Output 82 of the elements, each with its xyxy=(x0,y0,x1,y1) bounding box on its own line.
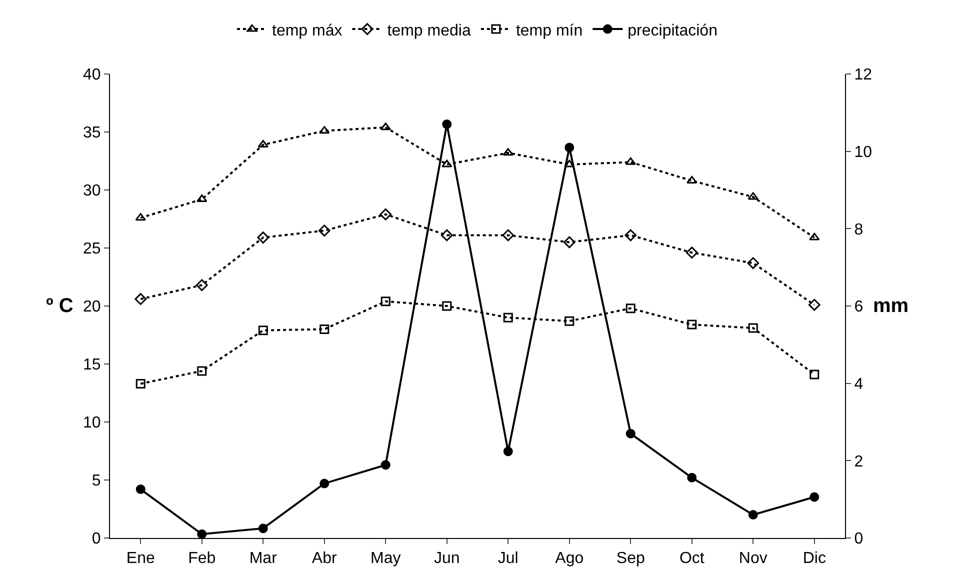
point xyxy=(380,460,390,470)
point xyxy=(626,304,636,314)
point xyxy=(687,472,697,482)
y-tick-label: 10 xyxy=(83,414,101,432)
y-tick-label: 20 xyxy=(83,298,101,316)
x-tick-label: Sep xyxy=(616,550,645,568)
y-tick-label: 5 xyxy=(92,472,101,490)
x-tick-label: May xyxy=(370,550,401,568)
y2-tick-label: 8 xyxy=(854,221,864,238)
point xyxy=(564,316,574,326)
x-tick-label: Jul xyxy=(498,550,518,568)
x-tick-label: Oct xyxy=(679,550,705,568)
point xyxy=(442,120,452,130)
y-tick-label: 0 xyxy=(92,530,101,548)
point xyxy=(442,301,452,311)
y-axis-title: º C xyxy=(46,295,74,317)
point xyxy=(320,478,330,488)
point xyxy=(258,140,268,148)
x-tick-label: Feb xyxy=(188,550,216,568)
point xyxy=(197,529,207,539)
point xyxy=(503,312,513,322)
point xyxy=(748,510,758,520)
point xyxy=(810,492,820,502)
point xyxy=(810,370,820,380)
point xyxy=(136,378,146,388)
y2-tick-label: 0 xyxy=(854,530,864,548)
point xyxy=(320,324,330,334)
point xyxy=(624,229,637,242)
y2-tick-label: 10 xyxy=(854,144,872,161)
point xyxy=(502,229,514,242)
x-tick-label: Nov xyxy=(738,550,768,568)
x-tick-label: Mar xyxy=(249,550,278,568)
point xyxy=(196,279,208,292)
y2-tick-label: 2 xyxy=(854,453,864,470)
point xyxy=(564,142,574,152)
y2-tick-label: 12 xyxy=(854,66,872,84)
point xyxy=(748,192,758,200)
point xyxy=(625,157,636,165)
y-tick-label: 30 xyxy=(83,182,101,200)
point xyxy=(196,194,208,202)
point xyxy=(380,208,392,220)
point xyxy=(563,236,576,248)
point xyxy=(134,293,147,305)
y-tick-label: 15 xyxy=(83,356,101,374)
y-tick-label: 25 xyxy=(83,240,101,258)
x-tick-label: Jun xyxy=(434,550,460,568)
x-tick-label: Ago xyxy=(555,550,584,568)
point xyxy=(626,428,636,438)
point xyxy=(380,296,390,306)
point xyxy=(809,232,820,240)
point xyxy=(440,229,453,242)
point xyxy=(748,323,758,333)
point xyxy=(503,446,513,456)
x-tick-label: Abr xyxy=(312,550,338,568)
x-tick-label: Dic xyxy=(802,550,826,568)
point xyxy=(686,246,698,259)
legend-label: temp máx xyxy=(272,22,342,40)
point xyxy=(257,232,270,244)
x-tick-label: Ene xyxy=(126,550,155,568)
point xyxy=(808,298,820,311)
point xyxy=(319,126,330,134)
point xyxy=(197,366,207,376)
y2-tick-label: 6 xyxy=(854,298,864,316)
y-tick-label: 35 xyxy=(83,124,101,142)
point xyxy=(136,484,146,494)
y-tick-label: 40 xyxy=(83,66,101,84)
point xyxy=(135,213,146,221)
point xyxy=(687,320,697,330)
legend-label: temp mín xyxy=(516,22,583,40)
point xyxy=(380,122,391,130)
legend-label: precipitación xyxy=(628,22,718,40)
point xyxy=(258,326,268,336)
y2-tick-label: 4 xyxy=(854,376,864,393)
point xyxy=(747,257,760,270)
point xyxy=(442,160,452,168)
legend-label: temp media xyxy=(387,22,471,40)
point xyxy=(686,176,698,184)
point xyxy=(258,524,268,534)
y2-axis-title: mm xyxy=(873,295,909,317)
point xyxy=(564,160,575,168)
point xyxy=(318,224,330,237)
point xyxy=(502,148,514,156)
